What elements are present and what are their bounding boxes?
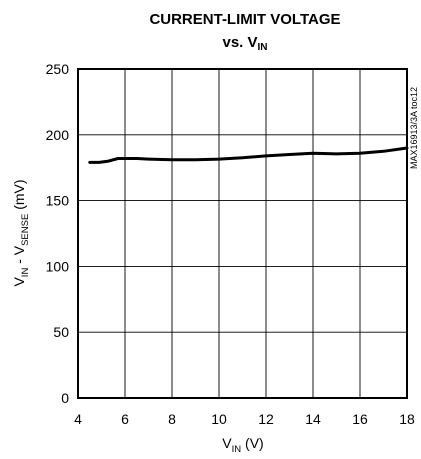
y-tick-label: 50 — [53, 324, 69, 340]
y-tick-label: 250 — [46, 61, 70, 77]
data-series — [88, 146, 409, 164]
y-tick-label: 150 — [46, 193, 70, 209]
y-tick-label: 0 — [61, 390, 69, 406]
x-tick-label: 12 — [258, 411, 274, 427]
side-note: MAX16913/3A toc12 — [409, 87, 419, 169]
y-tick-labels: 0 50 100 150 200 250 — [46, 61, 70, 406]
x-tick-label: 14 — [305, 411, 321, 427]
y-tick-label: 100 — [46, 258, 70, 274]
chart-title-line1: CURRENT-LIMIT VOLTAGE — [149, 11, 340, 28]
plot-frame — [77, 68, 408, 399]
y-axis-label: VIN - VSENSE (mV) — [11, 179, 31, 286]
x-tick-label: 4 — [74, 411, 82, 427]
x-tick-label: 18 — [399, 411, 415, 427]
x-tick-labels: 4 6 8 10 12 14 16 18 — [74, 411, 415, 427]
series-line — [88, 146, 409, 164]
chart-title-line2: vs. VIN — [222, 34, 267, 53]
grid-lines — [77, 68, 408, 399]
x-tick-label: 10 — [211, 411, 227, 427]
y-tick-label: 200 — [46, 127, 70, 143]
x-tick-label: 6 — [121, 411, 129, 427]
x-axis-label: VIN (V) — [222, 435, 263, 455]
x-tick-label: 16 — [352, 411, 368, 427]
x-tick-label: 8 — [168, 411, 176, 427]
